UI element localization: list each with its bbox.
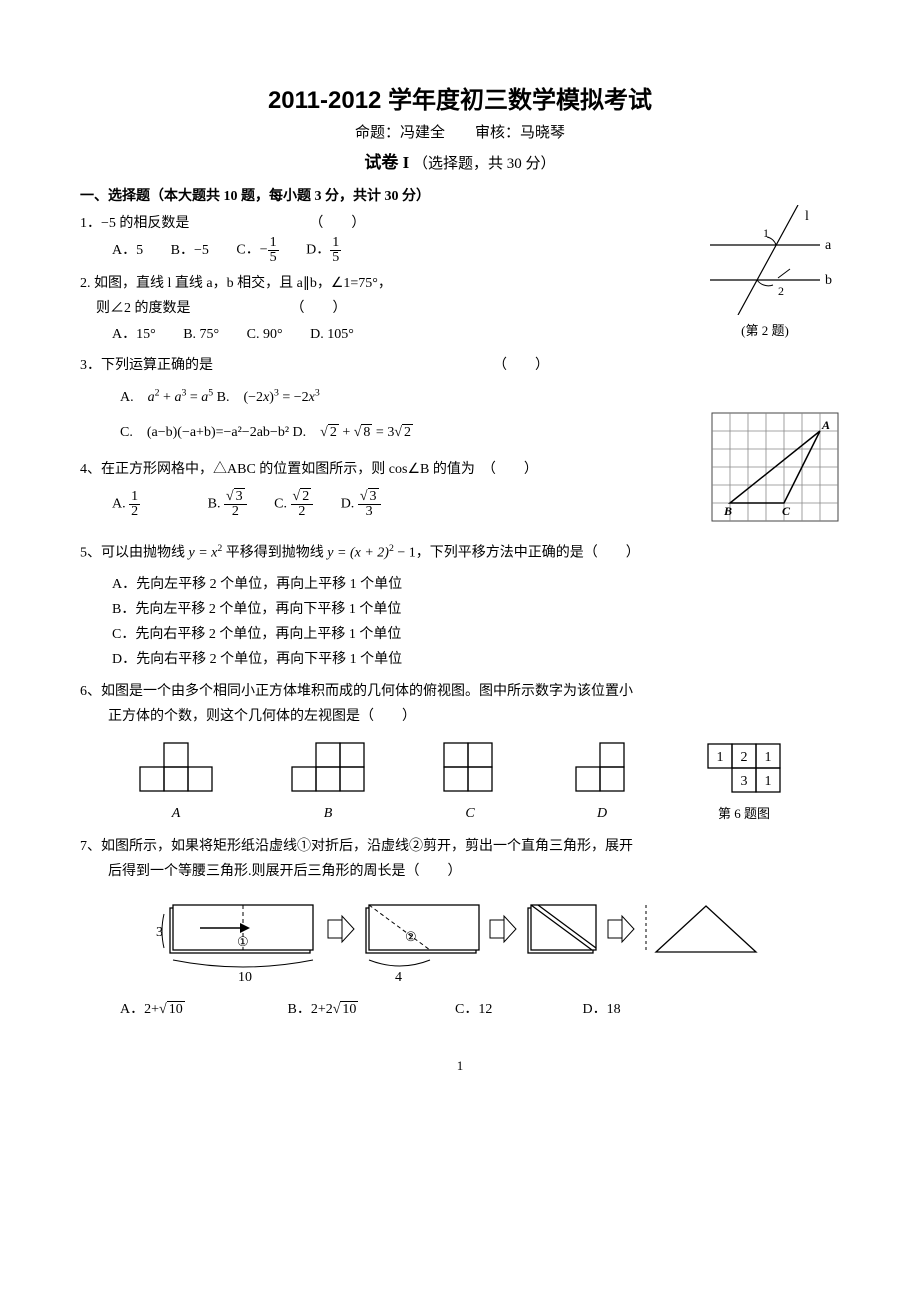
- section-header: 一、选择题（本大题共 10 题，每小题 3 分，共计 30 分）: [80, 185, 840, 205]
- question-5: 5、可以由抛物线 y = x2 平移得到抛物线 y = (x + 2)2 − 1…: [80, 540, 840, 673]
- q7-figure: 3 ① 10 ② 4: [80, 896, 840, 986]
- svg-text:4: 4: [395, 970, 402, 985]
- question-7: 7、如图所示，如果将矩形纸沿虚线①对折后，沿虚线②剪开，剪出一个直角三角形，展开…: [80, 834, 840, 884]
- subtitle-authors: 命题：冯建全 审核：马晓琴: [80, 121, 840, 142]
- svg-text:1: 1: [765, 750, 772, 765]
- svg-text:3: 3: [741, 774, 748, 789]
- question-4: 4、在正方形网格中，△ABC 的位置如图所示，则 cos∠B 的值为 （ ） A…: [80, 457, 840, 519]
- question-2: 2. 如图，直线 l 直线 a，b 相交，且 a∥b，∠1=75°， 则∠2 的…: [80, 271, 840, 347]
- question-6: 6、如图是一个由多个相同小正方体堆积而成的几何体的俯视图。图中所示数字为该位置小…: [80, 679, 840, 729]
- q6-shapes: A B C D 121 31 第 6 题图: [100, 741, 820, 822]
- question-1: 1．−5 的相反数是（ ） A．5 B．−5 C．−15 D．15: [80, 211, 840, 265]
- svg-text:①: ①: [237, 934, 249, 949]
- paper-part-label: 试卷 I: [364, 153, 409, 172]
- svg-text:10: 10: [238, 970, 252, 985]
- q7-options: A．2+10 B．2+210 C．12 D．18: [80, 998, 840, 1018]
- question-3: 3．下列运算正确的是（ ） A. a2 + a3 = a5 B. (−2x)3 …: [80, 353, 840, 445]
- svg-text:1: 1: [717, 750, 724, 765]
- page-number: 1: [80, 1058, 840, 1074]
- svg-text:1: 1: [765, 774, 772, 789]
- paper-part-desc: （选择题，共 30 分）: [413, 156, 556, 172]
- svg-text:②: ②: [405, 929, 417, 944]
- svg-text:2: 2: [741, 750, 748, 765]
- subtitle-paper: 试卷 I （选择题，共 30 分）: [80, 148, 840, 173]
- page-title: 2011-2012 学年度初三数学模拟考试: [80, 80, 840, 115]
